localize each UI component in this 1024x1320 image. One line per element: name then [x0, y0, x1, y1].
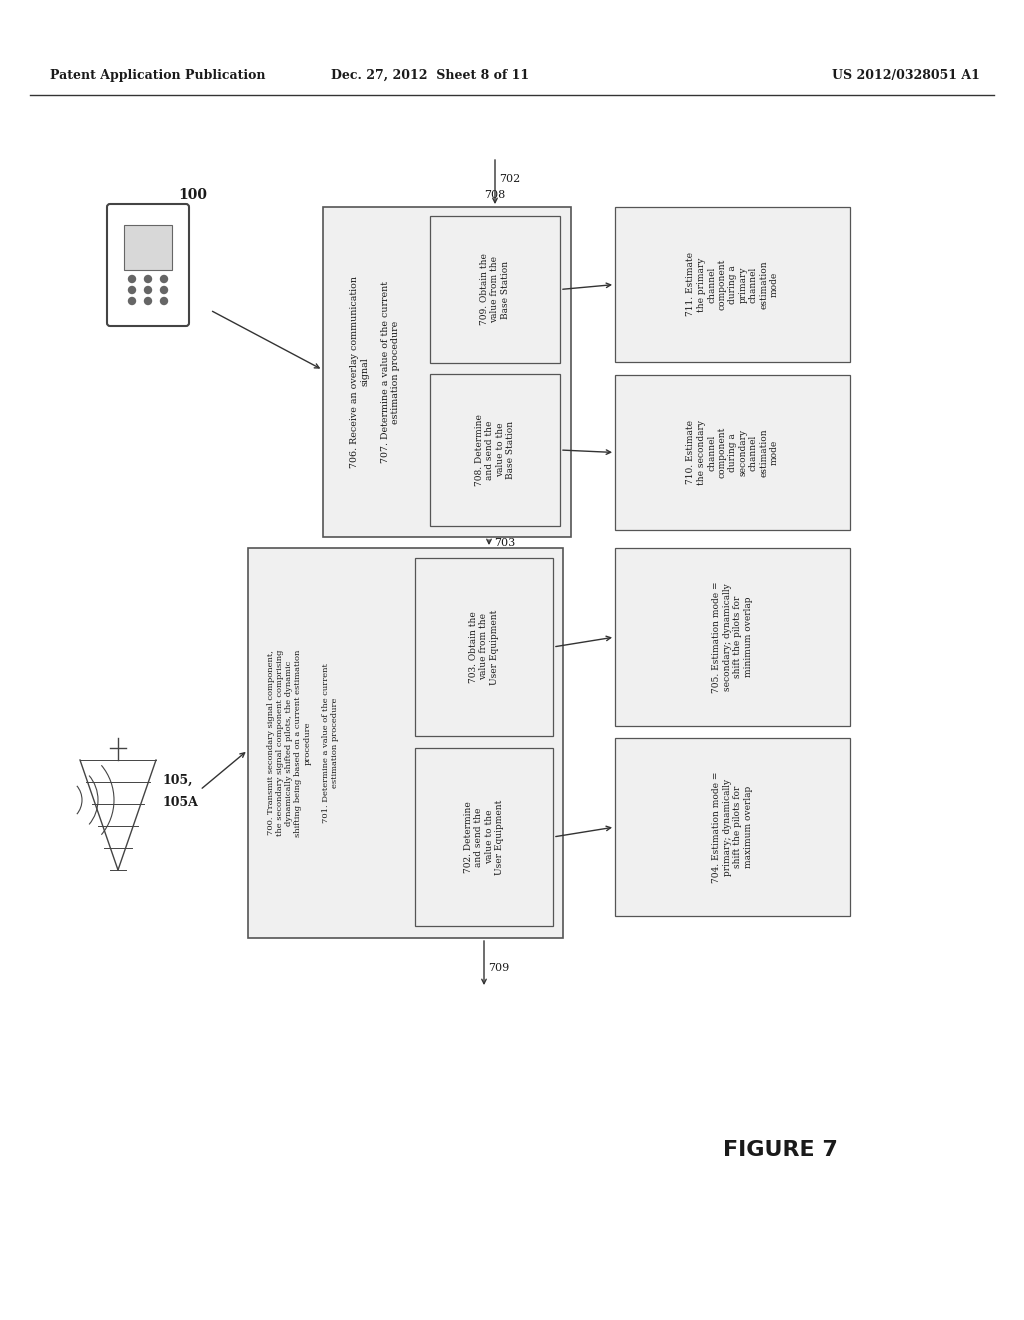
Bar [615, 548, 850, 726]
Bar [615, 375, 850, 531]
Circle shape [144, 297, 152, 305]
Bar [124, 224, 172, 271]
Text: 709: 709 [488, 964, 509, 973]
Text: 703. Obtain the
value from the
User Equipment: 703. Obtain the value from the User Equi… [469, 610, 499, 685]
Text: US 2012/0328051 A1: US 2012/0328051 A1 [833, 69, 980, 82]
Text: 105,: 105, [163, 774, 194, 787]
Circle shape [144, 276, 152, 282]
Text: Patent Application Publication: Patent Application Publication [50, 69, 265, 82]
Circle shape [128, 297, 135, 305]
Text: 706. Receive an overlay communication
signal

707. Determine a value of the curr: 706. Receive an overlay communication si… [350, 276, 400, 469]
Text: 704. Estimation mode =
primary; dynamically
shift the pilots for
maximum overlap: 704. Estimation mode = primary; dynamica… [713, 771, 753, 883]
Circle shape [161, 297, 168, 305]
Text: 105A: 105A [163, 796, 199, 808]
Circle shape [144, 286, 152, 293]
Bar [430, 374, 560, 525]
Text: 703: 703 [494, 537, 515, 548]
Text: 700. Transmit secondary signal component,
the secondary signal component compris: 700. Transmit secondary signal component… [267, 649, 339, 837]
Bar [430, 216, 560, 363]
Circle shape [161, 286, 168, 293]
Text: 702. Determine
and send the
value to the
User Equipment: 702. Determine and send the value to the… [464, 800, 504, 875]
Bar [248, 548, 563, 939]
Circle shape [128, 276, 135, 282]
Text: 100: 100 [178, 187, 207, 202]
Text: 708. Determine
and send the
value to the
Base Station: 708. Determine and send the value to the… [475, 414, 515, 486]
Text: 702: 702 [499, 174, 520, 183]
Circle shape [161, 276, 168, 282]
Bar [415, 748, 553, 927]
Bar [323, 207, 571, 537]
Bar [615, 738, 850, 916]
Bar [415, 558, 553, 737]
Text: 708: 708 [484, 190, 506, 201]
Text: Dec. 27, 2012  Sheet 8 of 11: Dec. 27, 2012 Sheet 8 of 11 [331, 69, 529, 82]
Text: 710. Estimate
the secondary
channel
component
during a
secondary
channel
estimat: 710. Estimate the secondary channel comp… [686, 420, 778, 484]
FancyBboxPatch shape [106, 205, 189, 326]
Text: FIGURE 7: FIGURE 7 [723, 1140, 838, 1160]
Text: 709. Obtain the
value from the
Base Station: 709. Obtain the value from the Base Stat… [480, 253, 510, 326]
Circle shape [128, 286, 135, 293]
Bar [615, 207, 850, 362]
Text: 705. Estimation mode =
secondary; dynamically
shift the pilots for
minimum overl: 705. Estimation mode = secondary; dynami… [713, 581, 753, 693]
Text: 711. Estimate
the primary
channel
component
during a
primary
channel
estimation
: 711. Estimate the primary channel compon… [686, 252, 778, 317]
